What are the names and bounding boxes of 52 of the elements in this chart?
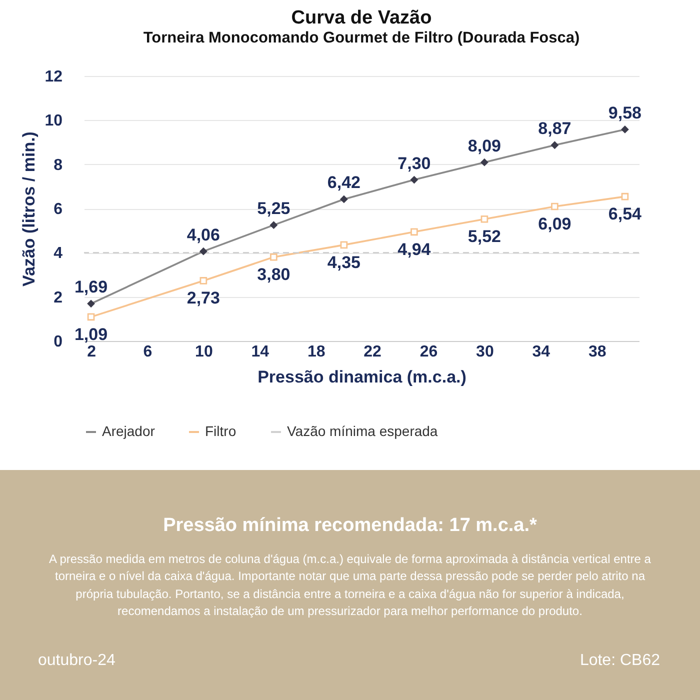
legend-label: Vazão mínima esperada <box>287 423 438 439</box>
x-tick-label: 14 <box>251 344 270 360</box>
text: Pressão mínima recomendada: 17 m.c.a.* <box>162 514 538 537</box>
chart-title: Curva de Vazão <box>291 8 432 28</box>
point <box>480 215 488 223</box>
data-label: 9,58 <box>608 103 642 122</box>
data-label: 5,25 <box>257 199 290 218</box>
x-tick-label: 18 <box>307 344 326 360</box>
x-tick-label: 2 <box>87 344 96 360</box>
x-tick-label: 22 <box>364 344 382 360</box>
legend-label: Filtro <box>205 423 236 439</box>
data-label: 2,73 <box>186 288 220 308</box>
chart-subtitle: Torneira Monocomando Gourmet de Filtro (Dourada Fosca) <box>143 30 580 46</box>
data-label: 1,09 <box>74 324 108 344</box>
x-tick-label: 26 <box>420 344 438 360</box>
point <box>270 253 278 261</box>
y-tick-label: 2 <box>54 289 63 306</box>
point <box>340 241 348 249</box>
legend-label: Arejador <box>102 423 156 439</box>
y-axis-title: Vazão (litros / min.) <box>20 132 39 286</box>
x-tick-label: 10 <box>195 344 213 360</box>
y-tick-label: 4 <box>54 245 63 262</box>
data-label: 7,30 <box>398 154 431 173</box>
y-tick-label: 12 <box>44 68 63 86</box>
text: Lote: CB62 <box>580 652 660 670</box>
data-label: 6,09 <box>538 214 572 234</box>
x-tick-label: 30 <box>476 344 494 360</box>
data-label: 8,09 <box>468 136 501 156</box>
point <box>551 202 558 210</box>
point <box>87 313 95 321</box>
y-tick-label: 6 <box>54 201 63 218</box>
data-label: 8,87 <box>538 119 572 138</box>
point <box>410 228 418 236</box>
point <box>621 192 629 200</box>
data-label: 4,35 <box>327 252 360 272</box>
y-tick-label: 0 <box>54 334 63 350</box>
data-label: 1,69 <box>74 278 108 297</box>
x-tick-label: 34 <box>532 344 550 360</box>
x-tick-label: 6 <box>143 344 152 360</box>
x-tick-label: 38 <box>588 344 606 360</box>
point <box>200 277 208 284</box>
y-tick-label: 10 <box>44 112 63 130</box>
text: outubro-24 <box>38 652 116 670</box>
data-label: 4,06 <box>186 225 220 244</box>
data-label: 4,94 <box>398 240 432 259</box>
data-label: 6,54 <box>608 204 642 224</box>
y-tick-label: 8 <box>54 156 63 174</box>
data-label: 6,42 <box>327 173 360 192</box>
x-axis-title: Pressão dinamica (m.c.a.) <box>258 368 466 386</box>
data-label: 3,80 <box>257 265 290 284</box>
text: A pressão medida em metros de coluna d'água (m.c.a.) equivale de forma aproximada à distância vertical entre a torneira e o nível da caixa d'água. Importante notar que uma parte dessa pressão pode se perder pelo atrito na própria tubulação. Portanto, se a distância entre a torneira e a caixa d'água não for superior à indicada, recomendamos a instalação de um pressurizador para melhor performance do produto. <box>48 551 652 620</box>
data-label: 5,52 <box>468 227 501 246</box>
